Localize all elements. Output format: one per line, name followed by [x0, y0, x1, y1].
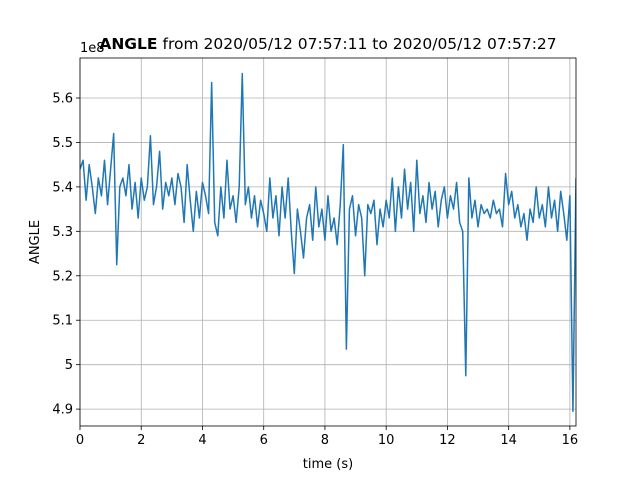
x-tick-label: 12: [439, 433, 456, 448]
title-rest: from 2020/05/12 07:57:11 to 2020/05/12 0…: [162, 35, 556, 53]
x-tick-label: 0: [76, 433, 84, 448]
x-tick-label: 10: [378, 433, 395, 448]
title-bold: ANGLE: [99, 35, 157, 53]
y-axis-label: ANGLE: [28, 220, 43, 264]
y-tick-label: 5.1: [52, 314, 73, 329]
x-tick-label: 2: [137, 433, 145, 448]
x-tick-label: 16: [562, 433, 579, 448]
x-tick-label: 14: [500, 433, 517, 448]
y-tick-label: 5.6: [52, 92, 73, 107]
x-tick-label: 8: [321, 433, 329, 448]
y-tick-label: 4.9: [52, 403, 73, 418]
chart-title: ANGLE from 2020/05/12 07:57:11 to 2020/05…: [99, 35, 556, 53]
x-tick-label: 4: [198, 433, 206, 448]
y-tick-label: 5.5: [52, 136, 73, 151]
data-line: [80, 72, 576, 413]
y-tick-label: 5.3: [52, 225, 73, 240]
y-offset-label: 1e8: [80, 41, 105, 56]
y-tick-label: 5.2: [52, 269, 73, 284]
x-axis-label: time (s): [303, 457, 353, 472]
plot-frame: [79, 57, 577, 427]
y-tick-label: 5.4: [52, 180, 73, 195]
y-tick-label: 5: [65, 358, 73, 373]
x-tick-label: 6: [260, 433, 268, 448]
